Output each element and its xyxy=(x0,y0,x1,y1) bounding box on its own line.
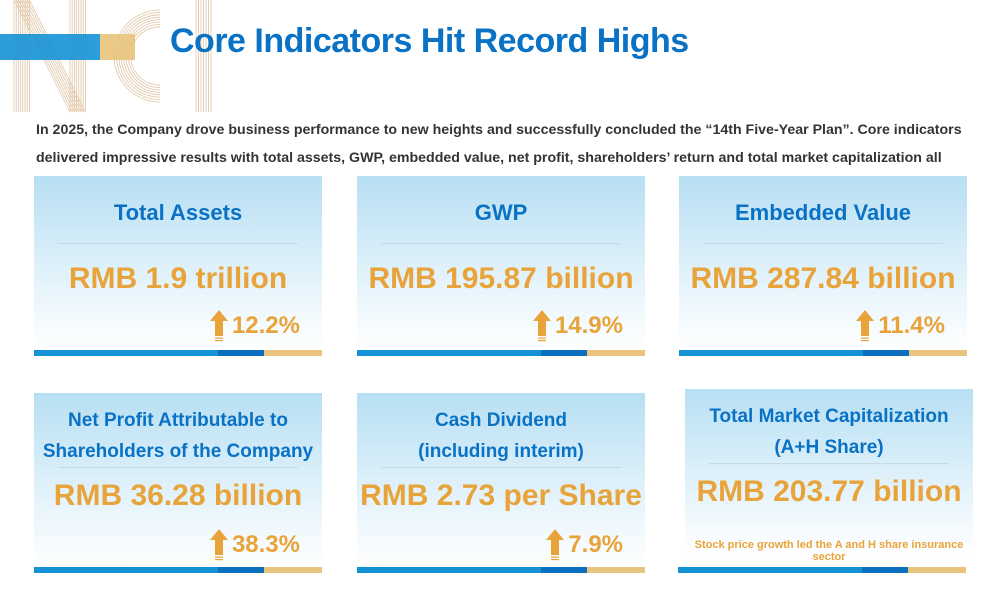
card-value: RMB 1.9 trillion xyxy=(68,262,288,295)
divider xyxy=(58,467,298,468)
card-title: Total Assets xyxy=(113,200,243,225)
card-title: Net Profit Attributable to Shareholders o… xyxy=(42,410,314,462)
up-arrow-icon xyxy=(856,310,875,342)
indicator-card: GWP RMB 195.87 billion 14.9% xyxy=(357,176,645,350)
indicator-card: Cash Dividend (including interim) RMB 2.73… xyxy=(357,393,645,567)
card-note: Stock price growth led the A and H share… xyxy=(694,539,964,563)
growth-indicator: 14.9% xyxy=(532,310,623,342)
indicator-card: Total Assets RMB 1.9 trillion 12.2% xyxy=(34,176,322,350)
divider xyxy=(381,467,621,468)
card-title: Embedded Value xyxy=(734,200,912,225)
card-value: RMB 287.84 billion xyxy=(690,262,956,295)
nci-logo xyxy=(0,0,212,113)
up-arrow-icon xyxy=(209,529,228,561)
card-accent-bar xyxy=(357,567,645,573)
card-value: RMB 2.73 per Share xyxy=(360,479,642,512)
card-accent-bar xyxy=(34,350,322,356)
growth-indicator: 7.9% xyxy=(546,529,623,561)
up-arrow-icon xyxy=(532,310,551,342)
card-value: RMB 36.28 billion xyxy=(53,479,303,512)
card-value: RMB 203.77 billion xyxy=(696,475,962,508)
growth-indicator: 38.3% xyxy=(209,529,300,561)
divider xyxy=(703,243,943,244)
card-accent-bar xyxy=(34,567,322,573)
card-title: Cash Dividend (including interim) xyxy=(418,410,584,462)
up-arrow-icon xyxy=(209,310,228,342)
card-title: GWP xyxy=(474,200,528,225)
divider xyxy=(58,243,298,244)
indicator-card: Total Market Capitalization (A+H Share) RM… xyxy=(685,389,973,563)
card-value: RMB 195.87 billion xyxy=(368,262,634,295)
card-title: Total Market Capitalization (A+H Share) xyxy=(709,406,949,458)
growth-value: 38.3% xyxy=(231,531,300,558)
growth-value: 7.9% xyxy=(568,531,623,558)
up-arrow-icon xyxy=(546,529,565,561)
card-accent-bar xyxy=(679,350,967,356)
card-accent-bar xyxy=(678,567,966,573)
indicator-card: Net Profit Attributable to Shareholders o… xyxy=(34,393,322,567)
growth-indicator: 11.4% xyxy=(856,310,945,342)
growth-value: 11.4% xyxy=(878,312,945,339)
divider xyxy=(709,463,949,464)
growth-value: 12.2% xyxy=(231,312,300,339)
page-title: Core Indicators Hit Record Highs xyxy=(170,22,689,60)
divider xyxy=(381,243,621,244)
growth-value: 14.9% xyxy=(554,312,623,339)
growth-indicator: 12.2% xyxy=(209,310,300,342)
card-accent-bar xyxy=(357,350,645,356)
indicator-card: Embedded Value RMB 287.84 billion 11.4% xyxy=(679,176,967,350)
